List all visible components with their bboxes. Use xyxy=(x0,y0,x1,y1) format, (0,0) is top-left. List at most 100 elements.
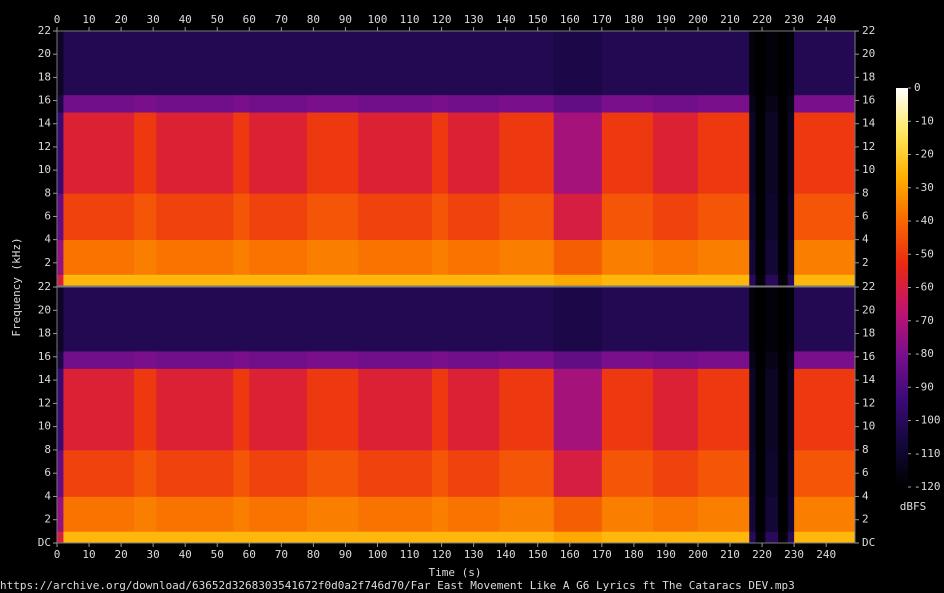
spectrogram-cell xyxy=(755,94,766,113)
spectrogram-cell xyxy=(156,496,234,532)
spectrogram-cell xyxy=(755,274,766,287)
spectrogram-cell xyxy=(447,531,500,544)
spectrogram-cell xyxy=(133,193,157,241)
x-tick-label: 230 xyxy=(784,13,804,26)
x-tick-label: 180 xyxy=(624,13,644,26)
spectrogram-cell xyxy=(133,239,157,275)
spectrogram-cell xyxy=(778,351,789,369)
spectrogram-cell xyxy=(431,274,449,287)
y-tick-label: 22 xyxy=(862,24,875,37)
spectrogram-cell xyxy=(755,531,766,544)
spectrogram-cell xyxy=(447,193,500,241)
spectrogram-cell xyxy=(755,193,766,241)
spectrogram-cell xyxy=(653,274,699,287)
spectrogram-cell xyxy=(794,94,856,113)
spectrogram-cell xyxy=(57,193,64,241)
y-tick-label: 18 xyxy=(38,70,51,83)
spectrogram-cell xyxy=(778,449,789,497)
spectrogram-cell xyxy=(755,496,766,532)
x-tick-label: 120 xyxy=(432,13,452,26)
x-tick-label: 10 xyxy=(82,548,95,561)
x-tick-label: 20 xyxy=(114,13,127,26)
spectrogram-cell xyxy=(156,531,234,544)
spectrogram-cell xyxy=(794,368,856,451)
spectrogram-cell xyxy=(358,368,433,451)
spectrogram-cell xyxy=(697,287,750,352)
spectrogram-cell xyxy=(601,368,654,451)
spectrogram-cell xyxy=(787,193,795,241)
y-tick-label: 6 xyxy=(862,209,869,222)
y-tick-label: 22 xyxy=(862,280,875,293)
spectrogram-cell xyxy=(447,496,500,532)
spectrogram-cell xyxy=(749,94,757,113)
spectrogram-cell xyxy=(553,531,603,544)
spectrogram-cell xyxy=(133,531,157,544)
spectrogram-cell xyxy=(794,449,856,497)
spectrogram-cell xyxy=(57,496,64,532)
spectrogram-cell xyxy=(787,112,795,194)
x-tick-label: 70 xyxy=(275,13,288,26)
y-tick-label: 16 xyxy=(38,350,51,363)
spectrogram-cell xyxy=(778,274,789,287)
spectrogram-cell xyxy=(794,531,856,544)
spectrogram-cell xyxy=(249,112,308,194)
spectrogram-cell xyxy=(249,449,308,497)
spectrogram-cell xyxy=(358,449,433,497)
spectrogram-cell xyxy=(431,193,449,241)
x-tick-label: 190 xyxy=(656,548,676,561)
y-tick-label: 14 xyxy=(38,117,52,130)
y-tick-label: 10 xyxy=(862,163,875,176)
spectrogram-cell xyxy=(601,531,654,544)
y-tick-label: 2 xyxy=(44,513,51,526)
y-tick-label: 2 xyxy=(44,256,51,269)
spectrogram-cell xyxy=(431,351,449,369)
plot-frame xyxy=(56,30,856,287)
spectrogram-cell xyxy=(249,239,308,275)
spectrogram-cell xyxy=(778,368,789,451)
x-tick-label: 80 xyxy=(307,548,320,561)
x-tick-label: 0 xyxy=(54,13,61,26)
y-tick-label: 20 xyxy=(38,47,51,60)
y-tick-label: 12 xyxy=(38,140,51,153)
spectrogram-cell xyxy=(233,496,250,532)
spectrogram-cell xyxy=(431,368,449,451)
spectrogram-cell xyxy=(749,496,757,532)
spectrogram-cell xyxy=(697,94,750,113)
spectrogram-cell xyxy=(249,531,308,544)
colorbar-tick-label: -10 xyxy=(914,114,934,127)
x-tick-label: 140 xyxy=(496,13,516,26)
spectrogram-cell xyxy=(653,351,699,369)
spectrogram-cell xyxy=(778,239,789,275)
colorbar-tick-label: -50 xyxy=(914,247,934,260)
spectrogram-cell xyxy=(499,496,555,532)
spectrogram-cell xyxy=(653,449,699,497)
spectrogram-cell xyxy=(697,274,750,287)
spectrogram-cell xyxy=(156,368,234,451)
y-tick-label: 14 xyxy=(862,117,876,130)
spectrogram-cell xyxy=(57,112,64,194)
spectrogram-cell xyxy=(778,193,789,241)
spectrogram-cell xyxy=(57,31,64,96)
x-tick-label: 190 xyxy=(656,13,676,26)
x-tick-label: 120 xyxy=(432,548,452,561)
spectrogram-cell xyxy=(697,496,750,532)
spectrogram-cell xyxy=(794,496,856,532)
spectrogram-cell xyxy=(249,368,308,451)
x-tick-label: 170 xyxy=(592,548,612,561)
x-tick-label: 200 xyxy=(688,13,708,26)
x-tick-label: 40 xyxy=(179,13,192,26)
spectrogram-cell xyxy=(765,31,779,96)
spectrogram-cell xyxy=(787,496,795,532)
spectrogram-cell xyxy=(156,31,234,96)
colorbar-tick-label: -90 xyxy=(914,380,934,393)
spectrogram-cell xyxy=(447,94,500,113)
x-tick-label: 240 xyxy=(816,548,836,561)
spectrogram-cell xyxy=(133,496,157,532)
spectrogram-cell xyxy=(306,31,359,96)
y-tick-label: 12 xyxy=(862,140,875,153)
colorbar-tick-label: -60 xyxy=(914,281,934,294)
spectrogram-cell xyxy=(697,193,750,241)
spectrogram-cell xyxy=(653,112,699,194)
spectrogram-cell xyxy=(156,239,234,275)
spectrogram-cell xyxy=(431,496,449,532)
